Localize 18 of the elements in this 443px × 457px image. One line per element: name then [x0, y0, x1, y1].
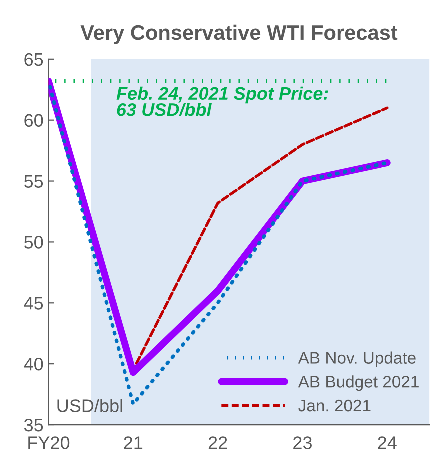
y-tick-label: 55 [24, 175, 44, 188]
chart-title: Very Conservative WTI Forecast [80, 24, 398, 44]
x-tick-label: 22 [208, 436, 228, 450]
y-tick-label: 40 [24, 358, 44, 371]
y-tick-label: 45 [24, 297, 44, 310]
y-tick-label: 60 [24, 114, 44, 128]
x-tick-label: FY20 [28, 436, 70, 450]
y-tick-label: 35 [24, 418, 44, 432]
y-tick-label: 65 [24, 53, 44, 66]
legend-label: AB Budget 2021 [298, 376, 419, 392]
x-tick-label: 21 [124, 436, 143, 450]
x-tick-label: 23 [294, 436, 312, 450]
ref-line-label: Feb. 24, 2021 Spot Price: 63 USD/bbl [116, 86, 328, 116]
legend-label: Jan. 2021 [298, 400, 371, 412]
annotation: USD/bbl [58, 399, 122, 412]
y-tick-label: 50 [24, 236, 44, 249]
x-tick-label: 24 [378, 436, 397, 450]
legend-label: AB Nov. Update [298, 352, 416, 368]
